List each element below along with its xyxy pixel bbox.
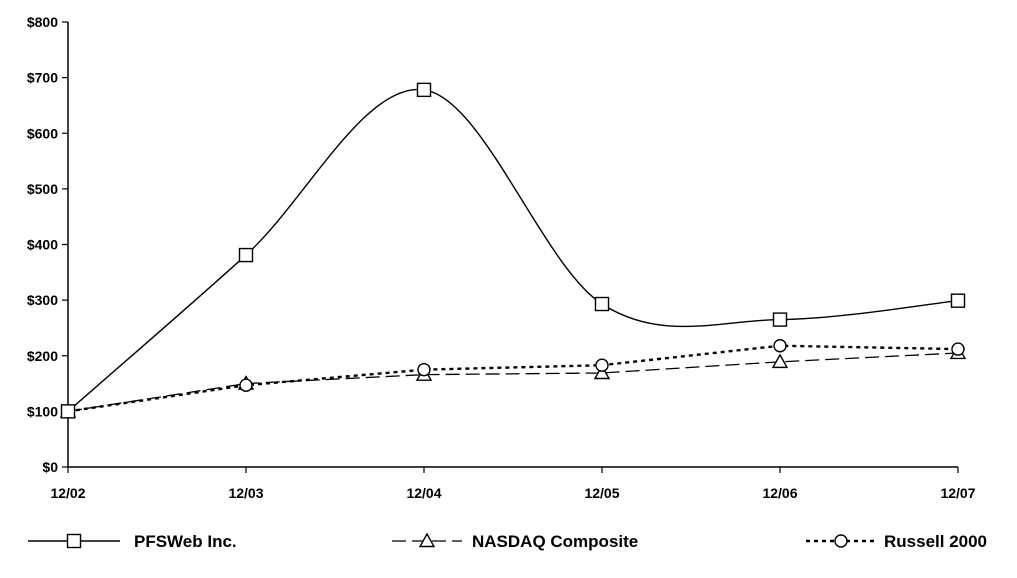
data-point-russell-2000 [773,339,787,353]
y-tick-label: $300 [27,292,58,308]
legend-label-pfsweb-inc: PFSWeb Inc. [134,532,237,551]
y-tick-label: $700 [27,70,58,86]
data-point-pfsweb-inc [416,82,432,98]
x-tick-label: 12/06 [762,485,797,501]
data-point-pfsweb-inc [950,293,966,308]
data-point-nasdaq-composite [771,353,789,369]
y-tick-label: $800 [27,14,58,30]
data-point-pfsweb-inc [772,312,788,327]
y-axis-ticks: $0 $100 $200 $300 $400 $500 $600 $700 $800 [27,14,68,475]
y-tick-label: $100 [27,403,58,419]
y-tick-label: $400 [27,237,58,253]
data-point-russell-2000 [951,342,965,356]
x-axis-ticks: 12/02 12/03 12/04 12/05 12/06 12/07 [50,467,976,501]
data-point-pfsweb-inc [238,247,254,263]
x-tick-label: 12/05 [584,485,619,501]
legend-label-russell-2000: Russell 2000 [884,532,987,551]
data-point-russell-2000 [595,358,609,372]
data-point-russell-2000 [239,378,253,392]
data-point-russell-2000 [417,362,431,377]
series-line-pfsweb-inc [67,89,959,412]
series-line-russell-2000 [67,344,959,413]
data-point-pfsweb-inc [60,404,76,419]
y-tick-label: $500 [27,181,58,197]
x-tick-label: 12/02 [50,485,85,501]
legend-marker-pfsweb-inc [66,533,82,549]
series-line-nasdaq-composite [67,352,959,413]
x-tick-label: 12/03 [228,485,263,501]
x-tick-label: 12/07 [940,485,975,501]
legend-label-nasdaq-composite: NASDAQ Composite [472,532,638,551]
axes [67,22,958,468]
legend-marker-nasdaq-composite [418,532,436,548]
data-point-pfsweb-inc [594,296,610,312]
legend: PFSWeb Inc. NASDAQ Composite Russell 2000 [28,532,987,551]
series-layer [59,82,967,419]
x-tick-label: 12/04 [406,485,441,501]
y-tick-label: $200 [27,348,58,364]
y-tick-label: $600 [27,125,58,141]
data-point-nasdaq-composite [593,364,611,380]
y-tick-label: $0 [42,459,58,475]
legend-marker-russell-2000 [834,534,848,548]
